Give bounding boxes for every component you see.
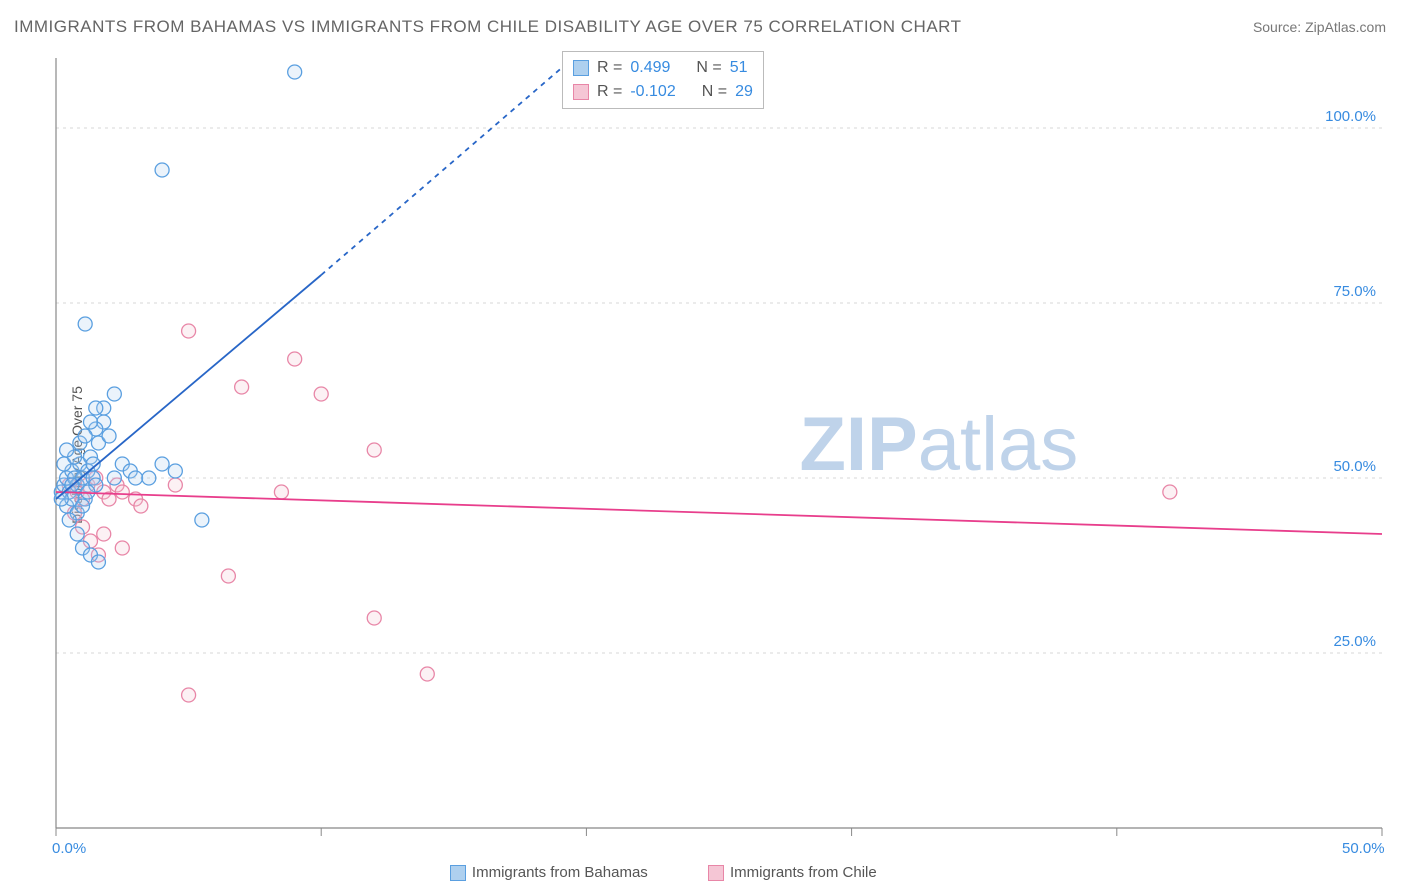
legend-label-chile: Immigrants from Chile bbox=[730, 864, 877, 881]
legend-row-chile: R = -0.102 N = 29 bbox=[573, 80, 753, 104]
swatch-chile bbox=[708, 865, 724, 881]
r-value-chile: -0.102 bbox=[630, 80, 675, 104]
chart-header: IMMIGRANTS FROM BAHAMAS VS IMMIGRANTS FR… bbox=[0, 0, 1406, 40]
series-legend: Immigrants from Bahamas Immigrants from … bbox=[0, 862, 1406, 892]
y-tick-label: 25.0% bbox=[1333, 633, 1376, 650]
n-label: N = bbox=[696, 56, 721, 80]
source-attribution: Source: ZipAtlas.com bbox=[1253, 19, 1386, 35]
legend-item-bahamas: Immigrants from Bahamas bbox=[450, 864, 648, 881]
y-tick-label: 75.0% bbox=[1333, 283, 1376, 300]
legend-item-chile: Immigrants from Chile bbox=[708, 864, 877, 881]
n-label: N = bbox=[702, 80, 727, 104]
x-tick-label: 50.0% bbox=[1342, 840, 1385, 857]
y-tick-label: 50.0% bbox=[1333, 458, 1376, 475]
r-label: R = bbox=[597, 56, 622, 80]
n-value-chile: 29 bbox=[735, 80, 753, 104]
scatter-plot bbox=[14, 48, 1392, 862]
correlation-legend: R = 0.499 N = 51 R = -0.102 N = 29 bbox=[562, 51, 764, 109]
n-value-bahamas: 51 bbox=[730, 56, 748, 80]
source-name: ZipAtlas.com bbox=[1305, 19, 1386, 35]
source-prefix: Source: bbox=[1253, 19, 1305, 35]
swatch-bahamas bbox=[573, 60, 589, 76]
r-label: R = bbox=[597, 80, 622, 104]
legend-label-bahamas: Immigrants from Bahamas bbox=[472, 864, 648, 881]
legend-row-bahamas: R = 0.499 N = 51 bbox=[573, 56, 753, 80]
chart-title: IMMIGRANTS FROM BAHAMAS VS IMMIGRANTS FR… bbox=[14, 17, 962, 37]
r-value-bahamas: 0.499 bbox=[630, 56, 670, 80]
plot-container: Disability Age Over 75 ZIPatlas R = 0.49… bbox=[14, 48, 1392, 862]
y-tick-label: 100.0% bbox=[1325, 108, 1376, 125]
swatch-bahamas bbox=[450, 865, 466, 881]
x-tick-label: 0.0% bbox=[52, 840, 86, 857]
swatch-chile bbox=[573, 84, 589, 100]
